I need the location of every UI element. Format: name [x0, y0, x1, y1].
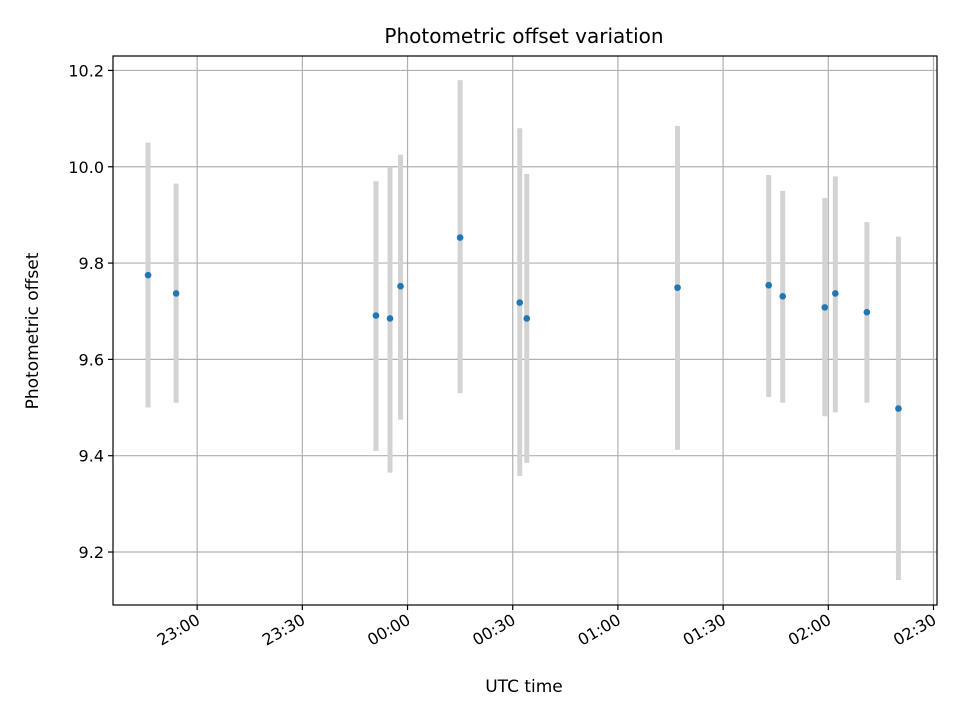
- y-tick-label: 9.4: [79, 447, 104, 466]
- data-point: [523, 315, 531, 322]
- data-point: [779, 293, 787, 300]
- y-tick-label: 10.0: [68, 158, 104, 177]
- y-axis: 9.2 9.4 9.6 9.8 10.0 10.2: [68, 61, 113, 562]
- data-point: [397, 282, 404, 290]
- x-axis-title: UTC time: [485, 677, 563, 697]
- y-tick-label: 9.2: [79, 543, 104, 562]
- data-point: [172, 290, 180, 297]
- data-point: [372, 312, 380, 319]
- y-tick-label: 9.8: [79, 254, 104, 273]
- data-point: [821, 304, 829, 311]
- data-point: [863, 308, 871, 316]
- y-tick-label: 10.2: [68, 61, 104, 80]
- data-point: [456, 234, 464, 241]
- data-point: [674, 284, 681, 291]
- grid: [113, 56, 937, 605]
- y-axis-title: Photometric offset: [23, 252, 43, 409]
- chart-title: Photometric offset variation: [384, 24, 663, 48]
- plot-frame: [112, 55, 938, 606]
- data-point: [895, 405, 902, 412]
- data-point: [516, 299, 524, 306]
- data-point: [832, 290, 839, 297]
- y-tick-label: 9.6: [79, 350, 104, 369]
- data-point: [386, 315, 394, 322]
- data-points: [144, 234, 902, 412]
- data-point: [144, 271, 152, 279]
- data-point: [765, 281, 772, 289]
